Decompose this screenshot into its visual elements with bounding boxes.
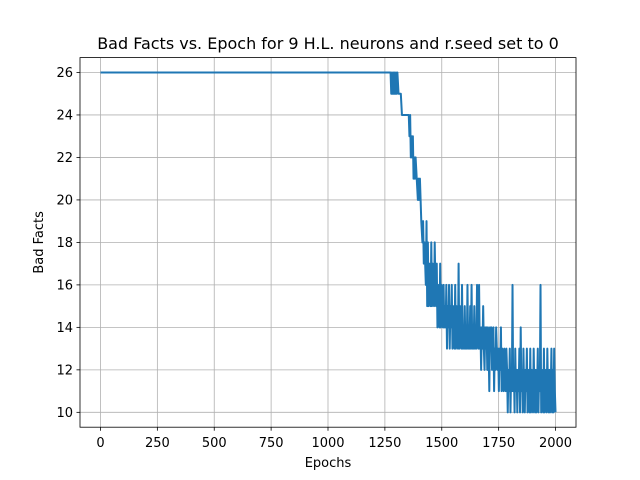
y-tick-label: 14 xyxy=(56,321,73,336)
x-tick-label: 1000 xyxy=(311,436,344,451)
axis-ticks: 0 250 500 750 1000 1250 1500 1750 2000 10 12 14 16 18… xyxy=(56,66,572,451)
x-tick-label: 2000 xyxy=(539,436,572,451)
y-tick-label: 16 xyxy=(56,278,73,293)
x-tick-label: 0 xyxy=(96,436,104,451)
y-tick-label: 18 xyxy=(56,236,73,251)
x-tick-label: 1750 xyxy=(482,436,515,451)
y-tick-label: 10 xyxy=(56,406,73,421)
x-tick-label: 500 xyxy=(202,436,227,451)
series-line xyxy=(100,71,557,414)
y-tick-label: 26 xyxy=(56,66,73,81)
y-tick-label: 24 xyxy=(56,108,73,123)
x-tick-label: 250 xyxy=(145,436,170,451)
y-axis-label: Bad Facts xyxy=(32,211,47,274)
x-tick-label: 1250 xyxy=(368,436,401,451)
y-tick-label: 22 xyxy=(56,151,73,166)
series-layer xyxy=(100,71,557,414)
x-tick-label: 1500 xyxy=(425,436,458,451)
y-tick-label: 12 xyxy=(56,363,73,378)
x-axis-label: Epochs xyxy=(305,456,352,471)
x-tick-label: 750 xyxy=(259,436,284,451)
chart-title: Bad Facts vs. Epoch for 9 H.L. neurons a… xyxy=(97,34,559,53)
y-tick-label: 20 xyxy=(56,193,73,208)
